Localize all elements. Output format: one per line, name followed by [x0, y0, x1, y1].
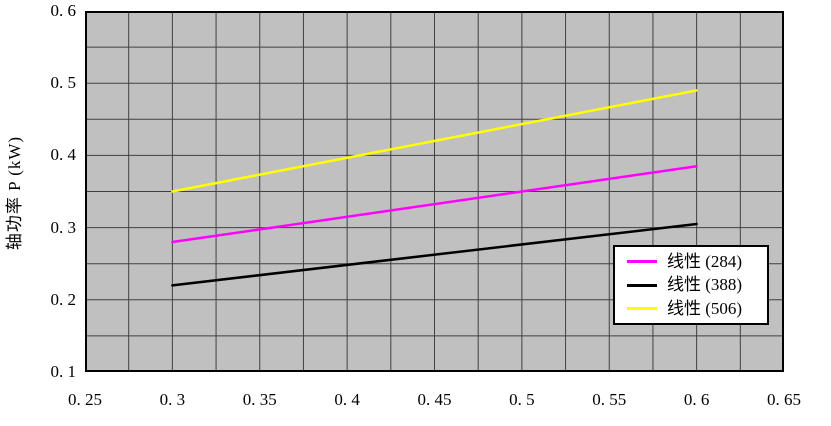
y-tick-label: 0. 5	[50, 73, 77, 93]
legend-item: 线性 (284)	[627, 251, 767, 273]
legend-item: 线性 (388)	[627, 274, 767, 296]
legend-item: 线性 (506)	[627, 298, 767, 320]
plot-border	[85, 11, 784, 372]
y-tick-label: 0. 3	[50, 217, 77, 237]
plot-area	[85, 11, 784, 372]
x-tick-label: 0. 6	[683, 390, 710, 409]
y-tick-label: 0. 2	[50, 289, 77, 309]
x-tick-label: 0. 4	[334, 390, 360, 409]
y-tick-label: 0. 1	[50, 362, 77, 381]
legend-line-swatch	[627, 307, 657, 310]
legend-item-label: 线性 (506)	[667, 298, 743, 318]
x-tick-label: 0. 45	[417, 390, 452, 409]
series-line-0	[171, 164, 698, 244]
legend-item-label: 线性 (284)	[667, 251, 743, 271]
legend-line-swatch	[627, 260, 657, 263]
series-line-1	[171, 222, 698, 287]
series-line-2	[171, 89, 698, 193]
x-tick-label: 0. 35	[242, 390, 277, 409]
x-tick-label: 0. 3	[159, 390, 186, 409]
legend-item-label: 线性 (388)	[667, 275, 743, 294]
x-tick-label: 0. 25	[68, 390, 102, 409]
legend: 线性 (284) 线性 (388) 线性 (506)	[613, 245, 769, 325]
legend-line-swatch	[627, 283, 657, 287]
y-tick-label: 0. 6	[50, 1, 77, 20]
x-tick-label: 0. 5	[509, 390, 535, 409]
y-axis-title: 轴功率 P (kW)	[5, 135, 24, 251]
y-tick-label: 0. 4	[50, 145, 77, 165]
x-tick-label: 0. 65	[767, 390, 801, 409]
x-tick-label: 0. 55	[592, 390, 627, 409]
